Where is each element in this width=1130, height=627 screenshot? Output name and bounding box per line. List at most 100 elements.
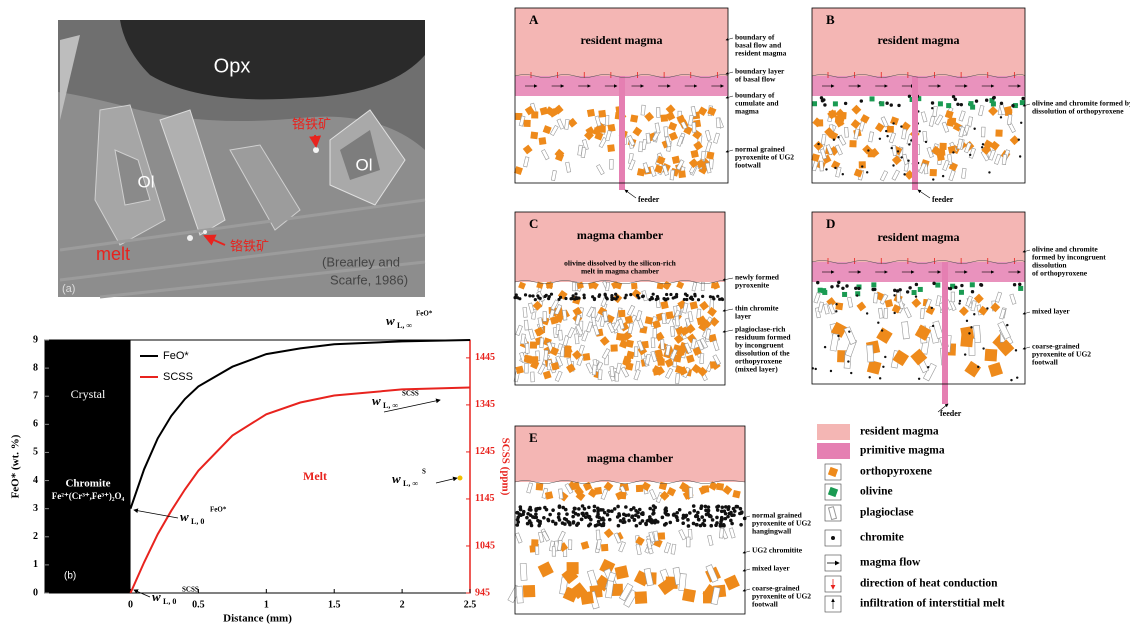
chromite	[1013, 283, 1016, 286]
chromite	[610, 294, 613, 297]
w-sup: FeO*	[416, 310, 433, 318]
feeder-label: feeder	[940, 409, 962, 418]
note: mixed layer	[752, 564, 790, 573]
chromite	[593, 505, 597, 509]
plagioclase	[897, 292, 901, 302]
chromite	[906, 290, 909, 293]
chromite	[823, 103, 826, 106]
legend-label: orthopyroxene	[860, 466, 932, 478]
chromite	[715, 516, 719, 520]
orthopyroxene	[536, 483, 544, 491]
region-label: Crystal	[71, 387, 106, 401]
chromite	[892, 164, 894, 166]
chromite	[931, 101, 934, 104]
chromite	[720, 516, 724, 520]
chromite	[730, 522, 734, 526]
chromite	[958, 302, 960, 304]
chromite	[587, 506, 591, 510]
chromite	[836, 284, 839, 287]
chromite	[860, 99, 863, 102]
orthopyroxene	[567, 562, 579, 574]
chromite	[952, 95, 955, 98]
plagioclase	[687, 537, 691, 547]
photo: Opx Ol Ol melt 铬铁矿 铬铁矿 (Brearley and Sca…	[58, 20, 425, 297]
chromite	[893, 289, 896, 292]
series-line	[131, 388, 471, 594]
chromite	[625, 294, 628, 297]
chromite	[622, 517, 626, 521]
chromite	[822, 98, 825, 101]
chromite	[692, 509, 696, 513]
leader	[918, 190, 930, 198]
panel-letter: E	[529, 430, 538, 445]
chromite	[901, 156, 903, 158]
chromite	[908, 286, 911, 289]
chromite	[516, 296, 519, 299]
chromite	[654, 519, 658, 523]
chromite	[648, 515, 652, 519]
chromite	[548, 513, 552, 517]
chromite	[577, 507, 581, 511]
chromite	[557, 512, 561, 516]
olivine	[842, 292, 847, 297]
chromite	[644, 522, 648, 526]
orthopyroxene	[706, 151, 714, 159]
chromite	[701, 295, 704, 298]
chromite	[616, 515, 620, 519]
plagioclase	[656, 108, 660, 118]
legend-label: primitive magma	[860, 445, 945, 457]
chromite	[617, 512, 621, 516]
plagioclase	[592, 365, 596, 375]
orthopyroxene	[711, 282, 718, 289]
w-sup: SCSS	[402, 390, 419, 398]
chromite	[627, 519, 631, 523]
chromite	[969, 154, 971, 156]
chromite	[588, 515, 592, 519]
chromite	[893, 294, 895, 296]
chromite	[607, 509, 611, 513]
chromite	[918, 130, 920, 132]
chromite	[531, 515, 535, 519]
chromite	[903, 173, 905, 175]
chromite	[733, 509, 737, 513]
chromite	[542, 516, 546, 520]
chromite	[568, 523, 572, 527]
chromite	[621, 520, 625, 524]
chromite	[700, 515, 704, 519]
chromite	[886, 135, 888, 137]
chromite	[711, 296, 714, 299]
chromite	[524, 293, 527, 296]
note: magma	[735, 107, 759, 116]
orthopyroxene	[611, 344, 618, 351]
chromite	[897, 150, 899, 152]
chromite	[891, 147, 893, 149]
chromite	[980, 283, 983, 286]
chromite	[669, 293, 672, 296]
chromite	[688, 511, 692, 515]
chromite	[1011, 104, 1014, 107]
chromite	[837, 136, 839, 138]
chromite	[526, 522, 530, 526]
panel-letter: A	[529, 12, 539, 27]
chromite	[598, 523, 602, 527]
chromite	[546, 518, 550, 522]
olivine	[1020, 100, 1025, 105]
chromite	[518, 512, 522, 516]
chromite	[869, 376, 871, 378]
chromite	[825, 168, 827, 170]
feeder	[912, 76, 918, 190]
legend-label: magma flow	[860, 557, 921, 569]
chromite	[695, 523, 699, 527]
chromite	[663, 523, 667, 527]
chromite	[1000, 116, 1002, 118]
chromite	[648, 507, 652, 511]
legend-swatch	[817, 424, 850, 440]
olivine	[818, 288, 823, 293]
chromite	[931, 307, 933, 309]
note: of basal flow	[735, 75, 776, 84]
orthopyroxene	[635, 591, 648, 604]
chromite	[982, 347, 984, 349]
plagioclase	[867, 345, 874, 362]
plagioclase	[884, 308, 888, 318]
crystal-region	[45, 340, 131, 593]
